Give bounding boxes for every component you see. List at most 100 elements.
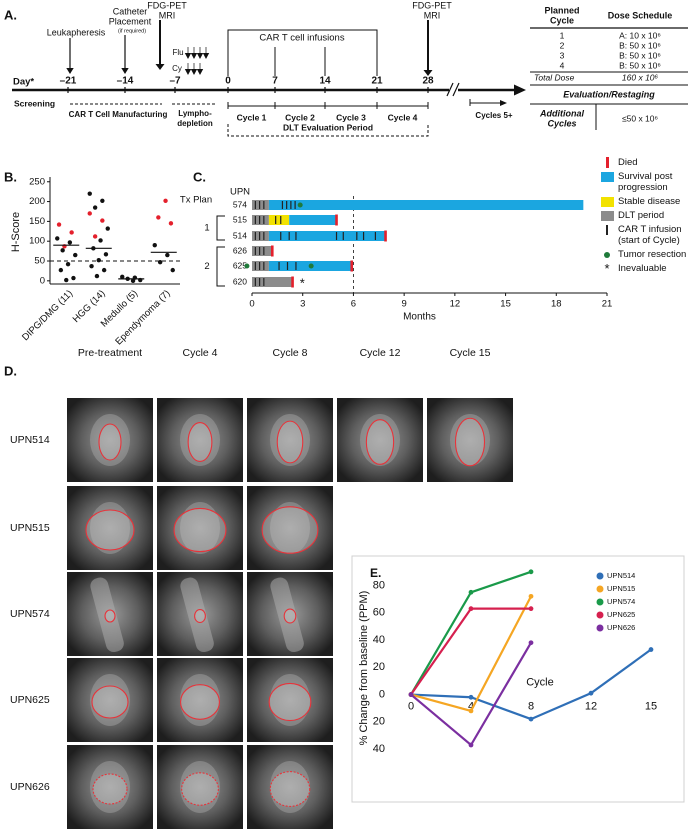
point bbox=[408, 692, 414, 697]
dot bbox=[157, 260, 163, 265]
legend-marker bbox=[604, 251, 610, 258]
legend-label: UPN626 bbox=[607, 623, 635, 632]
legend-marker bbox=[600, 210, 614, 221]
dot bbox=[92, 234, 98, 239]
arrow-head bbox=[190, 53, 198, 59]
phase: Cycles 5+ bbox=[475, 111, 512, 120]
dot bbox=[165, 252, 170, 258]
died-marker bbox=[350, 260, 354, 272]
brainstem bbox=[90, 761, 130, 813]
tumor-outline bbox=[276, 420, 304, 464]
brainstem bbox=[270, 761, 310, 813]
dot bbox=[94, 273, 100, 279]
table-header: Planned bbox=[544, 5, 579, 15]
point bbox=[528, 606, 534, 612]
row-label: 514 bbox=[233, 230, 247, 240]
event: MRI bbox=[159, 10, 176, 20]
spine bbox=[180, 577, 214, 653]
phase: DLT Evaluation Period bbox=[283, 122, 373, 132]
chart-frame bbox=[351, 555, 685, 803]
dot bbox=[55, 236, 60, 241]
arrow-head bbox=[184, 69, 192, 75]
brainstem bbox=[90, 414, 130, 466]
y-tick-label: 0 bbox=[40, 275, 45, 286]
table-cell: 4 bbox=[560, 60, 565, 70]
legend-marker-box bbox=[600, 249, 614, 260]
phase: depletion bbox=[177, 119, 213, 128]
y-tick-label: 250 bbox=[29, 176, 45, 187]
tumor-outline bbox=[269, 771, 311, 807]
tumor-outline bbox=[283, 608, 297, 624]
x-tick-label: 0 bbox=[408, 700, 414, 712]
x-tick-label: 18 bbox=[551, 299, 562, 310]
legend-label: UPN515 bbox=[607, 584, 635, 593]
phase: Cycle 4 bbox=[388, 112, 418, 122]
row-label: UPN625 bbox=[10, 694, 50, 706]
bar-segment bbox=[268, 215, 290, 225]
table-cell: Additional bbox=[539, 108, 584, 118]
point bbox=[468, 708, 474, 714]
infusion-bracket bbox=[227, 29, 378, 76]
arrow-head bbox=[196, 69, 204, 75]
day-label: Day* bbox=[13, 77, 34, 88]
tumor-outline bbox=[187, 422, 213, 462]
day: 21 bbox=[371, 76, 383, 87]
legend-marker-box bbox=[600, 171, 614, 182]
dot bbox=[92, 205, 98, 210]
table-header: Dose Schedule bbox=[608, 10, 673, 20]
y-tick-label: 200 bbox=[29, 196, 45, 207]
spine bbox=[270, 577, 304, 653]
brainstem bbox=[180, 502, 220, 554]
day: 28 bbox=[422, 76, 434, 87]
arrow-head bbox=[121, 68, 129, 74]
brainstem bbox=[90, 674, 130, 726]
table-cell: B: 50 x 10⁶ bbox=[619, 60, 661, 70]
arrow-head bbox=[423, 70, 433, 76]
legend-label: Stable disease bbox=[618, 196, 681, 207]
tumor-outline bbox=[268, 682, 312, 722]
row-label: UPN626 bbox=[10, 781, 50, 793]
mri-image bbox=[427, 398, 513, 482]
legend-marker bbox=[596, 611, 604, 619]
x-tick-label: 8 bbox=[528, 700, 534, 712]
legend-marker bbox=[600, 171, 614, 182]
group-label: 2 bbox=[204, 261, 209, 272]
day: 0 bbox=[225, 76, 231, 87]
tumor-outline bbox=[181, 772, 219, 806]
brainstem bbox=[270, 502, 310, 554]
bar-segment bbox=[289, 215, 337, 225]
day: –21 bbox=[60, 76, 77, 87]
brainstem bbox=[270, 674, 310, 726]
mri-image bbox=[247, 658, 333, 742]
x-tick-label: 9 bbox=[401, 299, 406, 310]
legend-label: Survival post progression bbox=[618, 171, 673, 193]
legend: Died Survival post progression Stable dise… bbox=[600, 157, 688, 277]
column-header: Pre-treatment bbox=[78, 347, 142, 359]
dot bbox=[96, 258, 101, 263]
row-label: UPN514 bbox=[10, 434, 50, 446]
table-cell: 3 bbox=[560, 50, 565, 60]
column-header: Cycle 12 bbox=[360, 347, 401, 359]
brainstem bbox=[450, 414, 490, 466]
event: Flu bbox=[172, 48, 183, 57]
series-line bbox=[410, 642, 532, 747]
legend-label: UPN514 bbox=[607, 571, 635, 580]
brainstem bbox=[270, 414, 310, 466]
dot bbox=[58, 267, 64, 273]
column-header: Tx Plan bbox=[180, 195, 212, 206]
series-line bbox=[410, 607, 531, 696]
tumor-outline bbox=[454, 417, 486, 467]
legend-item: * Inevaluable bbox=[600, 262, 688, 275]
y-tick-label: 20 bbox=[373, 716, 385, 728]
timeline-head bbox=[514, 84, 526, 96]
arrow-head bbox=[500, 100, 507, 106]
point bbox=[528, 593, 534, 599]
resection-dot bbox=[297, 202, 303, 208]
point bbox=[648, 647, 654, 652]
legend-marker bbox=[596, 624, 604, 632]
column-header: Cycle 15 bbox=[450, 347, 491, 359]
day: –14 bbox=[117, 76, 134, 87]
y-tick-label: 100 bbox=[29, 236, 45, 247]
series-line bbox=[410, 595, 532, 713]
